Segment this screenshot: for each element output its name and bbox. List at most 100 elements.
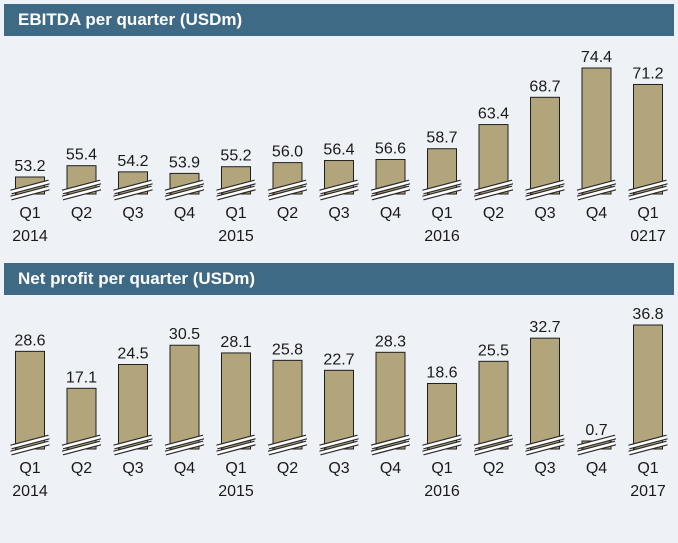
data-label: 56.0	[272, 144, 303, 161]
x-tick-label: Q4	[586, 205, 607, 222]
axis-break-mark	[370, 434, 411, 456]
bar	[15, 350, 45, 450]
x-tick-label: Q3	[328, 205, 349, 222]
data-label: 71.2	[632, 65, 663, 82]
data-label: 55.2	[220, 148, 251, 165]
axis-break-mark	[525, 434, 565, 456]
x-tick-label: Q1	[431, 460, 452, 477]
x-tick-label: Q4	[174, 460, 195, 477]
axis-break-mark	[473, 179, 514, 201]
x-tick-label: Q2	[277, 460, 298, 477]
data-label: 55.4	[66, 147, 97, 164]
x-tick-label: Q4	[174, 205, 195, 222]
axis-break-mark	[576, 434, 617, 456]
axis-break-mark	[10, 179, 50, 201]
year-label: 2014	[12, 483, 48, 500]
x-tick-label: Q1	[637, 460, 658, 477]
axis-break-mark	[267, 179, 308, 201]
x-tick-label: Q1	[225, 205, 246, 222]
data-label: 74.4	[581, 49, 612, 66]
x-tick-label: Q3	[328, 460, 349, 477]
year-label: 2016	[424, 483, 460, 500]
x-tick-label: Q4	[586, 460, 607, 477]
net-profit-chart-title: Net profit per quarter (USDm)	[4, 263, 674, 295]
data-label: 30.5	[169, 326, 200, 343]
axis-break-mark	[319, 434, 359, 456]
x-tick-label: Q1	[431, 205, 452, 222]
axis-break-mark	[576, 179, 617, 201]
x-tick-label: Q2	[71, 460, 92, 477]
bar	[169, 344, 200, 450]
data-label: 17.1	[66, 369, 97, 386]
bar	[478, 360, 509, 450]
axis-break-mark	[216, 179, 256, 201]
axis-break-mark	[370, 179, 411, 201]
year-label: 0217	[630, 228, 666, 245]
data-label: 28.3	[375, 333, 406, 350]
data-label: 53.9	[169, 154, 200, 171]
axis-break-mark	[267, 434, 308, 456]
data-label: 0.7	[585, 422, 607, 439]
x-tick-label: Q1	[637, 205, 658, 222]
x-tick-label: Q3	[122, 460, 143, 477]
axis-break-mark	[61, 179, 102, 201]
bar	[118, 364, 148, 450]
x-tick-label: Q2	[277, 205, 298, 222]
x-tick-label: Q2	[483, 460, 504, 477]
axis-break-mark	[628, 179, 668, 201]
x-tick-label: Q4	[380, 460, 401, 477]
axis-break-mark	[319, 179, 359, 201]
x-tick-label: Q3	[534, 460, 555, 477]
year-label: 2015	[218, 483, 254, 500]
year-label: 2017	[630, 483, 666, 500]
axis-break-mark	[628, 434, 668, 456]
axis-break-mark	[113, 179, 153, 201]
x-tick-label: Q2	[483, 205, 504, 222]
data-label: 22.7	[323, 351, 354, 368]
bar	[375, 351, 406, 450]
x-tick-label: Q1	[225, 460, 246, 477]
x-tick-label: Q1	[19, 205, 40, 222]
ebitda-chart: 53.2 Q1 2014 55.4 Q2 54.2 Q3 53.9 Q4 55.2 Q1 2015 56…	[10, 49, 668, 245]
bar	[221, 352, 251, 450]
data-label: 32.7	[529, 319, 560, 336]
data-label: 54.2	[117, 153, 148, 170]
data-label: 28.1	[220, 334, 251, 351]
data-label: 63.4	[478, 106, 509, 123]
data-label: 18.6	[426, 364, 457, 381]
net-profit-chart: 28.6 Q1 2014 17.1 Q2 24.5 Q3 30.5 Q4 28.1 Q1 2015 25…	[10, 306, 668, 500]
bar	[272, 359, 303, 450]
bar	[324, 369, 354, 450]
x-tick-label: Q4	[380, 205, 401, 222]
x-tick-label: Q3	[534, 205, 555, 222]
axis-break-mark	[61, 434, 102, 456]
axis-break-mark	[164, 434, 205, 456]
axis-break-mark	[422, 434, 462, 456]
ebitda-chart-title: EBITDA per quarter (USDm)	[4, 4, 674, 36]
data-label: 58.7	[426, 130, 457, 147]
axis-break-mark	[164, 179, 205, 201]
axis-break-mark	[473, 434, 514, 456]
bar	[530, 96, 560, 195]
year-label: 2015	[218, 228, 254, 245]
data-label: 68.7	[529, 78, 560, 95]
axis-break-mark	[113, 434, 153, 456]
axis-break-mark	[10, 434, 50, 456]
data-label: 53.2	[14, 158, 45, 175]
axis-break-mark	[525, 179, 565, 201]
data-label: 56.6	[375, 141, 406, 158]
data-label: 28.6	[14, 332, 45, 349]
bar	[530, 337, 560, 450]
axis-break-mark	[422, 179, 462, 201]
axis-break-mark	[216, 434, 256, 456]
year-label: 2016	[424, 228, 460, 245]
x-tick-label: Q2	[71, 205, 92, 222]
data-label: 24.5	[117, 346, 148, 363]
data-label: 25.5	[478, 342, 509, 359]
year-label: 2014	[12, 228, 48, 245]
data-label: 56.4	[323, 142, 354, 159]
data-label: 25.8	[272, 341, 303, 358]
bar	[633, 83, 663, 195]
bar	[633, 324, 663, 450]
bar	[581, 67, 612, 195]
